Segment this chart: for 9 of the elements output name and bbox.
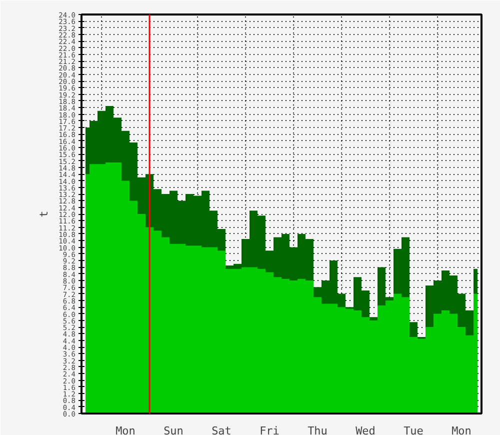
- x-tick-label: Mon: [116, 424, 136, 435]
- y-axis-title: t: [38, 210, 51, 218]
- x-tick-label: Tue: [404, 424, 424, 435]
- x-tick-label: Sat: [212, 424, 232, 435]
- x-tick-label: Sun: [164, 424, 184, 435]
- x-tick-label: Thu: [308, 424, 328, 435]
- x-tick-label: Wed: [356, 424, 376, 435]
- x-tick-label: Fri: [260, 424, 280, 435]
- x-tick-label: Mon: [452, 424, 472, 435]
